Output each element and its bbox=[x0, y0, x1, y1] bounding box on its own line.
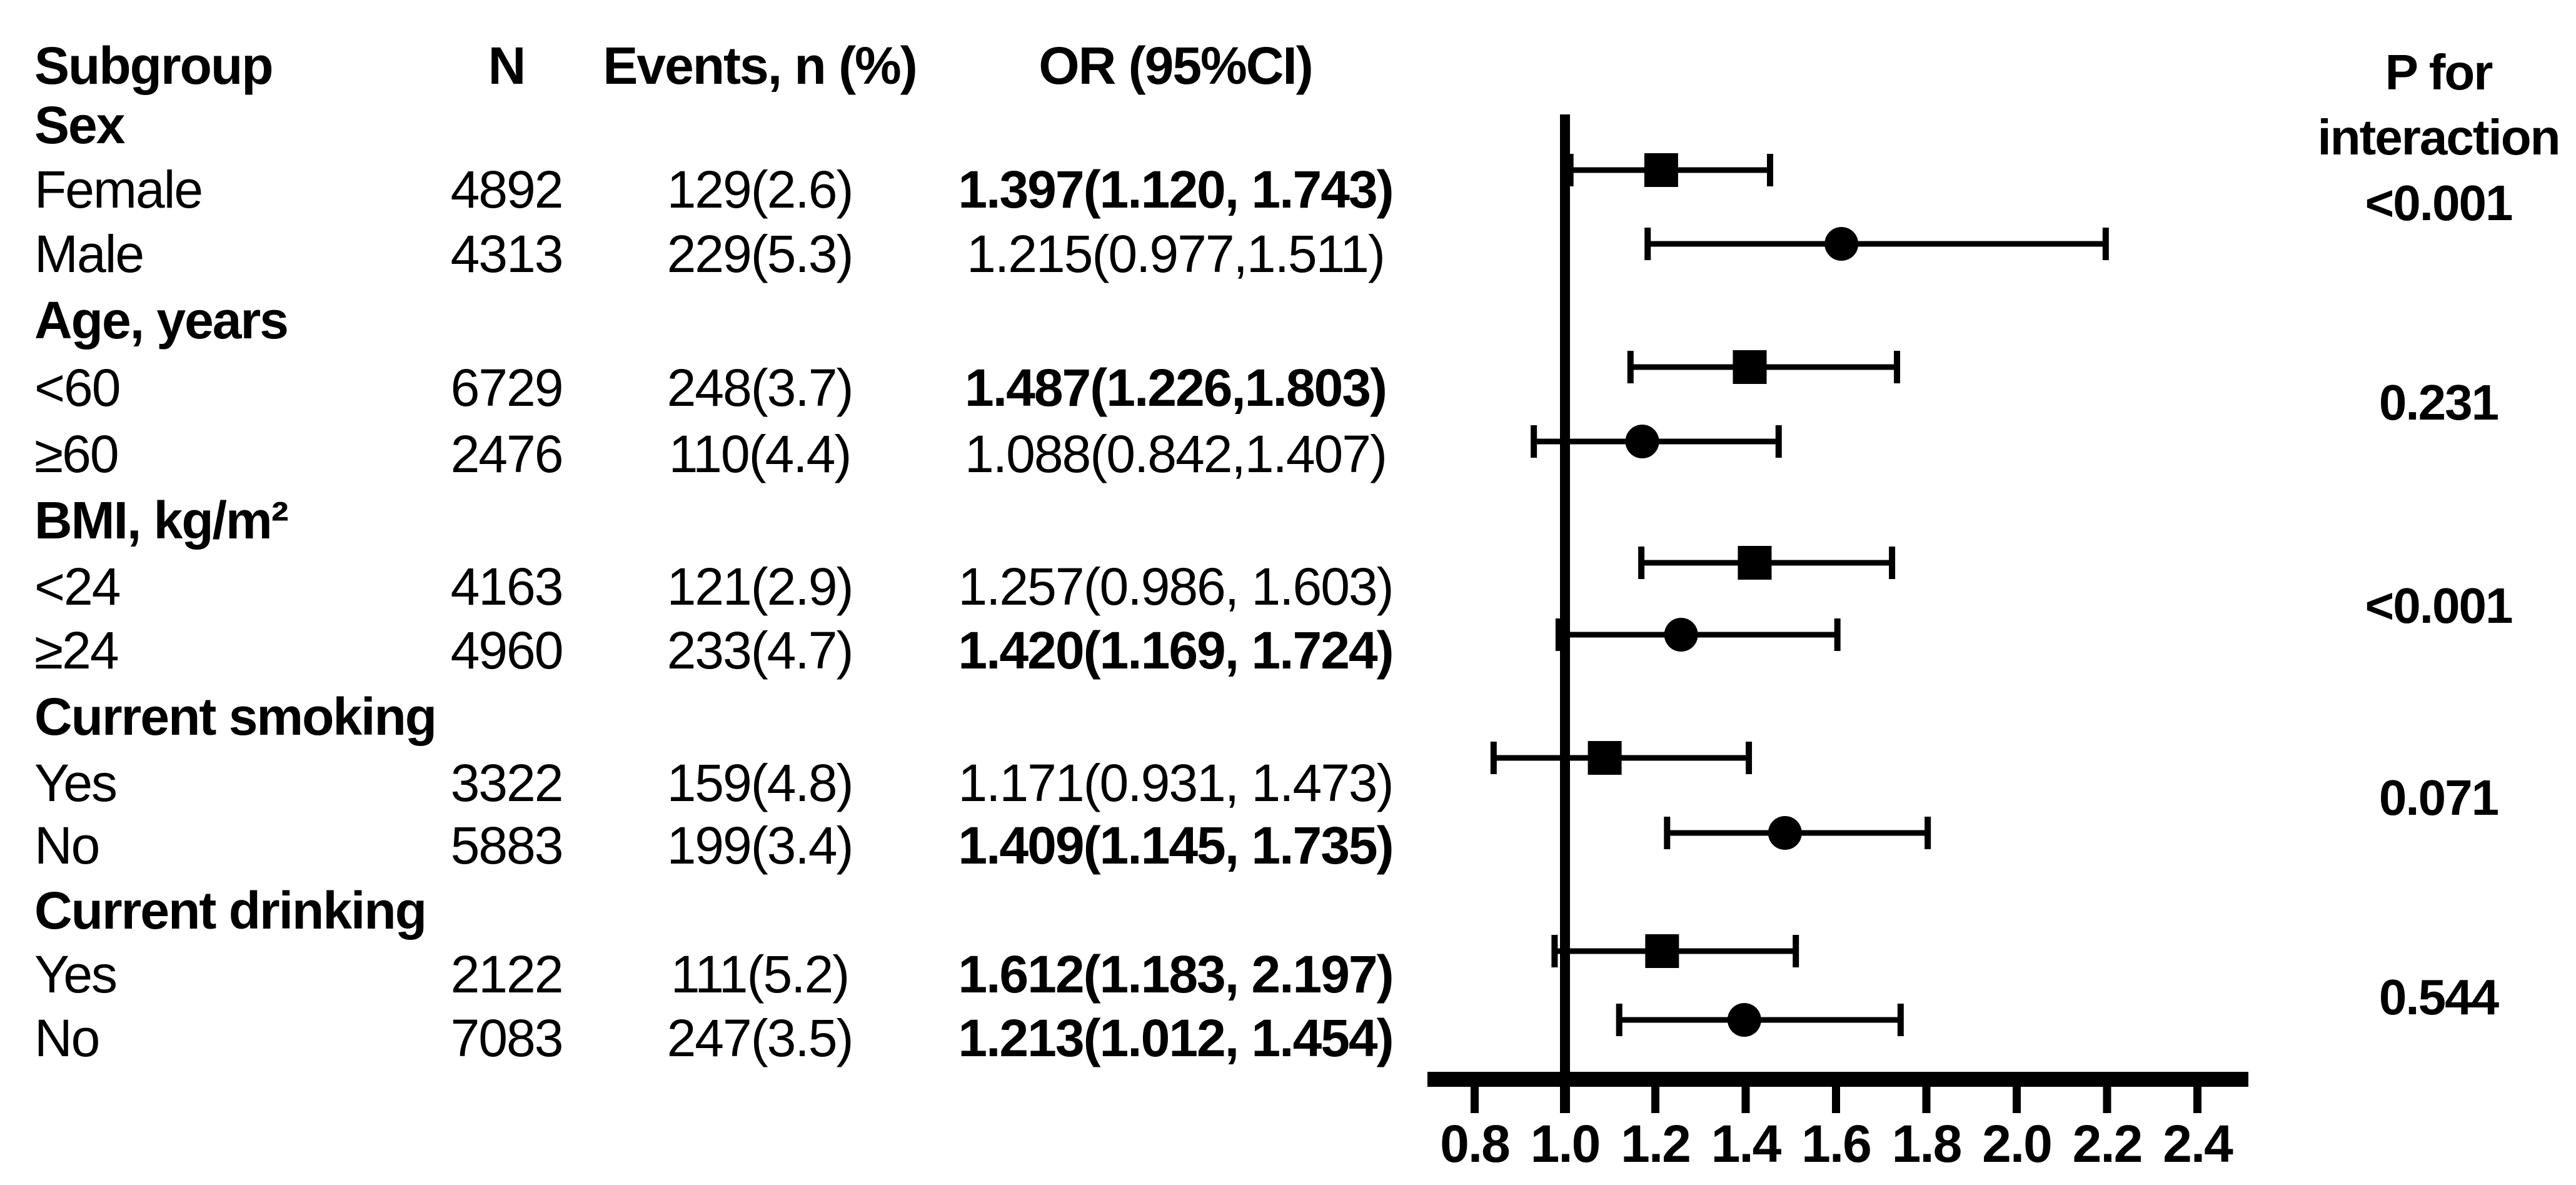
subgroup-label-drinking-no: No bbox=[34, 1009, 100, 1067]
events-value: 121(2.9) bbox=[667, 557, 854, 616]
p-value-smoking: 0.071 bbox=[2378, 770, 2499, 825]
column-header-or: OR (95%CI) bbox=[1039, 36, 1313, 95]
axis-tick-label: 1.4 bbox=[1711, 1114, 1782, 1173]
or-value: 1.420(1.169, 1.724) bbox=[958, 621, 1394, 680]
events-value: 229(5.3) bbox=[667, 224, 854, 283]
events-value: 247(3.5) bbox=[667, 1009, 854, 1067]
events-value: 233(4.7) bbox=[667, 621, 854, 680]
axis-tick-label: 1.8 bbox=[1892, 1114, 1961, 1173]
n-value: 7083 bbox=[450, 1009, 564, 1067]
subgroup-label-smoking-no: No bbox=[34, 816, 100, 875]
n-value: 5883 bbox=[450, 816, 564, 875]
n-value: 3322 bbox=[450, 754, 564, 812]
marker-circle bbox=[1824, 227, 1859, 261]
or-value: 1.213(1.012, 1.454) bbox=[958, 1009, 1394, 1067]
subgroup-label-lt24: <24 bbox=[34, 557, 121, 616]
marker-square bbox=[1738, 546, 1772, 580]
axis-tick-label: 1.2 bbox=[1621, 1114, 1690, 1173]
events-value: 199(3.4) bbox=[667, 816, 854, 875]
axis-tick-label: 2.4 bbox=[2163, 1114, 2233, 1173]
p-value-sex: <0.001 bbox=[2365, 175, 2513, 231]
subgroup-label-lt60: <60 bbox=[34, 358, 121, 417]
or-value: 1.088(0.842,1.407) bbox=[965, 425, 1387, 483]
or-value: 1.487(1.226,1.803) bbox=[965, 358, 1387, 417]
or-value: 1.612(1.183, 2.197) bbox=[958, 945, 1394, 1004]
marker-circle bbox=[1625, 425, 1659, 458]
subgroup-label-female: Female bbox=[34, 160, 203, 219]
group-label-smoking: Current smoking bbox=[34, 687, 437, 746]
column-header-p-interaction-line1: P for bbox=[2385, 44, 2493, 100]
axis-tick-label: 1.6 bbox=[1801, 1114, 1871, 1173]
axis-tick-label: 1.0 bbox=[1531, 1114, 1600, 1173]
or-value: 1.215(0.977,1.511) bbox=[967, 224, 1386, 283]
marker-square bbox=[1733, 350, 1767, 384]
marker-square bbox=[1644, 153, 1678, 187]
n-value: 4313 bbox=[450, 224, 564, 283]
column-header-events: Events, n (%) bbox=[603, 36, 917, 95]
subgroup-label-smoking-yes: Yes bbox=[34, 754, 118, 812]
group-label-sex: Sex bbox=[34, 96, 125, 154]
group-label-drinking: Current drinking bbox=[34, 881, 427, 940]
subgroup-label-male: Male bbox=[34, 224, 144, 283]
p-value-age: 0.231 bbox=[2378, 375, 2499, 430]
subgroup-label-drinking-yes: Yes bbox=[34, 945, 118, 1004]
axis-tick-label: 2.0 bbox=[1982, 1114, 2051, 1173]
n-value: 6729 bbox=[450, 358, 564, 417]
marker-circle bbox=[1664, 618, 1698, 652]
events-value: 110(4.4) bbox=[668, 425, 852, 483]
p-value-drinking: 0.544 bbox=[2378, 969, 2499, 1025]
marker-circle bbox=[1768, 816, 1802, 850]
events-value: 248(3.7) bbox=[667, 358, 854, 417]
column-header-subgroup: Subgroup bbox=[34, 36, 274, 95]
column-header-n: N bbox=[488, 36, 526, 95]
group-label-age: Age, years bbox=[34, 291, 289, 350]
or-value: 1.171(0.931, 1.473) bbox=[958, 754, 1394, 812]
or-value: 1.397(1.120, 1.743) bbox=[958, 160, 1394, 219]
or-value: 1.257(0.986, 1.603) bbox=[958, 557, 1394, 616]
marker-circle bbox=[1727, 1003, 1761, 1037]
p-value-bmi: <0.001 bbox=[2365, 578, 2513, 633]
subgroup-label-ge24: ≥24 bbox=[34, 621, 119, 680]
n-value: 4892 bbox=[450, 160, 564, 219]
events-value: 129(2.6) bbox=[667, 160, 854, 219]
marker-square bbox=[1645, 934, 1679, 968]
n-value: 2122 bbox=[450, 945, 564, 1004]
subgroup-label-ge60: ≥60 bbox=[34, 425, 119, 483]
or-value: 1.409(1.145, 1.735) bbox=[958, 816, 1394, 875]
n-value: 4163 bbox=[450, 557, 564, 616]
marker-square bbox=[1587, 741, 1622, 775]
column-header-p-interaction-line2: interaction bbox=[2317, 109, 2561, 165]
events-value: 159(4.8) bbox=[667, 754, 854, 812]
events-value: 111(5.2) bbox=[670, 945, 850, 1004]
axis-tick-label: 0.8 bbox=[1440, 1114, 1509, 1173]
axis-tick-label: 2.2 bbox=[2073, 1114, 2142, 1173]
n-value: 2476 bbox=[450, 425, 564, 483]
n-value: 4960 bbox=[450, 621, 564, 680]
group-label-bmi: BMI, kg/m² bbox=[34, 491, 289, 550]
